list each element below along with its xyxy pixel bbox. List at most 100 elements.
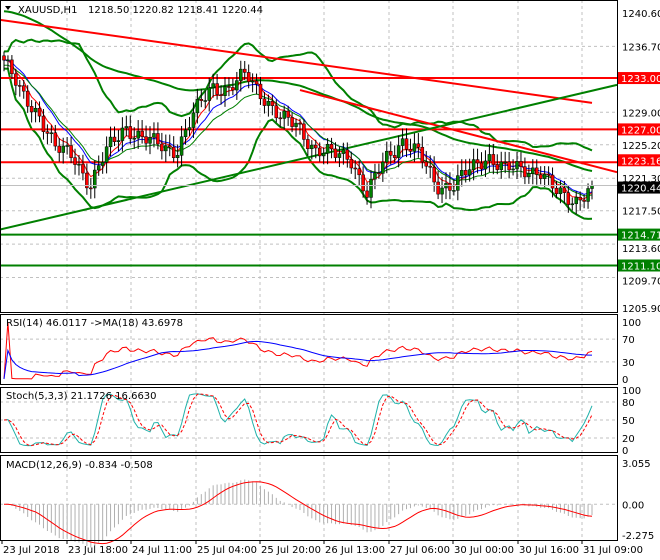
level-price-label: 1211.10: [621, 261, 660, 272]
candle: [140, 130, 144, 137]
candle: [274, 105, 279, 119]
candle: [448, 183, 452, 191]
time-tick-label: 25 Jul 20:00: [261, 545, 321, 556]
candle: [361, 174, 365, 192]
candle: [535, 167, 539, 175]
candle: [262, 98, 267, 106]
candle: [124, 126, 129, 129]
candle: [246, 72, 251, 82]
stoch-tick-label: 0: [622, 446, 628, 457]
candle: [483, 160, 488, 170]
candle: [586, 188, 590, 202]
candle: [160, 143, 164, 152]
candle: [341, 149, 346, 154]
time-tick-label: 23 Jul 18:00: [68, 545, 128, 556]
level-price-label: 1227.00: [621, 125, 660, 136]
candle: [562, 187, 567, 193]
stoch-label: Stoch(5,3,3) 21.1726 16.6630: [6, 391, 157, 402]
rsi-ma-line: [3, 340, 592, 380]
candle: [203, 100, 208, 102]
current-price-tag: [618, 181, 660, 194]
candle: [258, 83, 263, 100]
candle: [578, 196, 582, 201]
candle: [25, 90, 30, 107]
candle: [144, 136, 148, 144]
candle: [507, 161, 511, 171]
candle: [566, 192, 571, 205]
candle: [282, 110, 286, 119]
candle: [195, 99, 200, 114]
price-tick-label: 1221.30: [622, 174, 660, 185]
candle: [73, 157, 77, 165]
candle: [294, 122, 298, 127]
candle: [191, 112, 196, 128]
stoch-tick-label: 80: [622, 398, 635, 409]
level-price-label: 1223.16: [621, 156, 660, 167]
candle: [148, 137, 152, 144]
macd-tick-label: 3.055: [622, 459, 651, 470]
candle: [21, 85, 26, 92]
rsi-pane: [3, 321, 593, 380]
candle: [365, 190, 369, 198]
candle: [298, 122, 302, 125]
candle: [491, 154, 496, 165]
candle: [424, 161, 429, 167]
price-tick-label: 1240.60: [622, 9, 660, 20]
price-tick-label: 1209.70: [622, 276, 660, 287]
rsi-tick-label: 0: [622, 375, 628, 386]
stoch-main-line: [3, 393, 593, 447]
candle: [432, 167, 436, 183]
candle: [18, 85, 22, 87]
candle: [65, 145, 69, 147]
candle: [310, 144, 314, 149]
candle: [337, 153, 342, 158]
candle: [302, 123, 306, 140]
ohlc-readout: 1218.50 1220.82 1218.41 1220.44: [88, 5, 263, 16]
candle: [171, 146, 176, 158]
candle: [523, 166, 527, 178]
candle: [231, 87, 235, 91]
candle: [471, 159, 476, 170]
candle: [227, 86, 231, 88]
candle: [175, 155, 180, 158]
dropdown-triangle-icon[interactable]: [5, 6, 11, 10]
candle: [487, 154, 492, 162]
candle: [511, 168, 515, 171]
trendline-2: [0, 83, 618, 231]
macd-label: MACD(12,26,9) -0.834 -0.508: [6, 460, 153, 471]
candle: [286, 110, 290, 118]
candle: [531, 167, 535, 174]
candle: [120, 127, 125, 141]
candle: [156, 133, 160, 145]
candle: [404, 138, 409, 150]
candle: [321, 152, 326, 157]
long-moving-average: [3, 10, 593, 172]
grid: [0, 0, 617, 540]
candle: [33, 107, 38, 113]
candle: [6, 59, 10, 62]
candle: [290, 117, 294, 127]
candle: [400, 138, 405, 146]
candle: [475, 159, 480, 164]
candle: [132, 137, 136, 140]
rsi-tick-label: 30: [622, 358, 635, 369]
candle: [550, 174, 555, 189]
candle: [373, 172, 377, 180]
candle: [325, 143, 330, 154]
candle: [250, 80, 255, 83]
candle: [306, 139, 310, 149]
candle: [499, 161, 503, 170]
candle: [420, 146, 425, 163]
candle: [408, 148, 413, 152]
candle: [152, 133, 156, 138]
time-tick-label: 26 Jul 13:00: [325, 545, 385, 556]
candle: [179, 136, 184, 156]
symbol-title: XAUUSD,H1: [18, 5, 77, 16]
candle: [136, 130, 140, 139]
candle: [278, 117, 282, 120]
candle: [349, 159, 354, 169]
macd-pane: [4, 479, 593, 548]
candle: [104, 146, 109, 163]
